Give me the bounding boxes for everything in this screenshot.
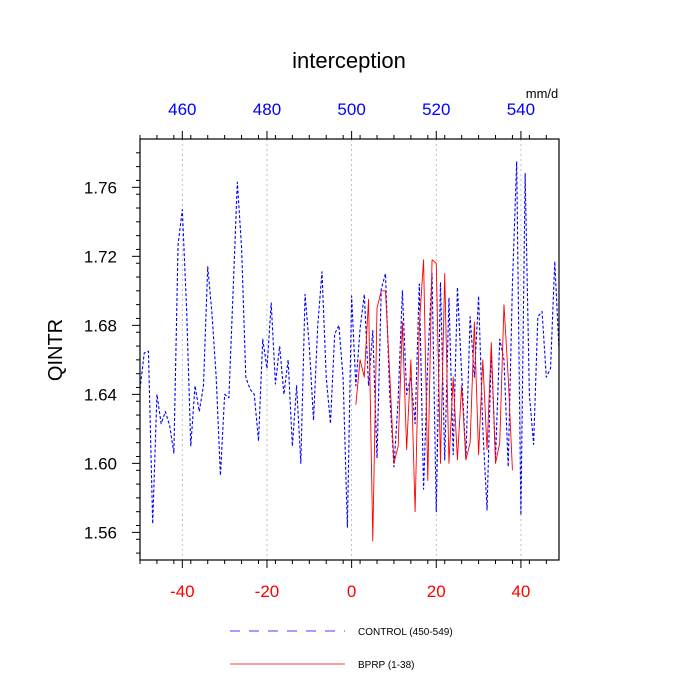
legend: CONTROL (450-549) BPRP (1-38): [230, 627, 453, 671]
chart-title: interception: [292, 48, 406, 73]
bprp-series-line: [355, 259, 513, 542]
top-axis-units: mm/d: [526, 86, 559, 101]
control-series-line: [139, 160, 560, 528]
y-tick-label: 1.60: [84, 454, 117, 473]
y-axis-label-group: QINTR: [45, 319, 67, 381]
x-tick-label: 40: [511, 582, 530, 601]
y-axis-label: QINTR: [45, 319, 67, 381]
legend-control-label: CONTROL (450-549): [358, 627, 453, 638]
x-top-tick-label: 520: [422, 100, 450, 119]
y-tick-label: 1.56: [84, 523, 117, 542]
y-tick-label: 1.72: [84, 247, 117, 266]
x-tick-label: 0: [347, 582, 356, 601]
x-top-tick-label: 540: [507, 100, 535, 119]
x-top-tick-label: 500: [337, 100, 365, 119]
x-tick-label: 20: [427, 582, 446, 601]
x-top-tick-label: 480: [253, 100, 281, 119]
tick-labels: 1.56 1.60 1.64 1.68 1.72 1.76 -40 -20 0 20 40 460 48…: [84, 100, 535, 601]
y-tick-label: 1.68: [84, 316, 117, 335]
x-top-tick-label: 460: [168, 100, 196, 119]
series-lines: [139, 160, 560, 542]
plot-frame: [139, 138, 560, 561]
axis-ticks: [132, 131, 547, 568]
y-tick-label: 1.64: [84, 385, 117, 404]
legend-bprp-label: BPRP (1-38): [358, 660, 415, 671]
vertical-gridlines: [181, 139, 522, 560]
x-tick-label: -20: [255, 582, 280, 601]
y-tick-label: 1.76: [84, 178, 117, 197]
x-tick-label: -40: [170, 582, 195, 601]
